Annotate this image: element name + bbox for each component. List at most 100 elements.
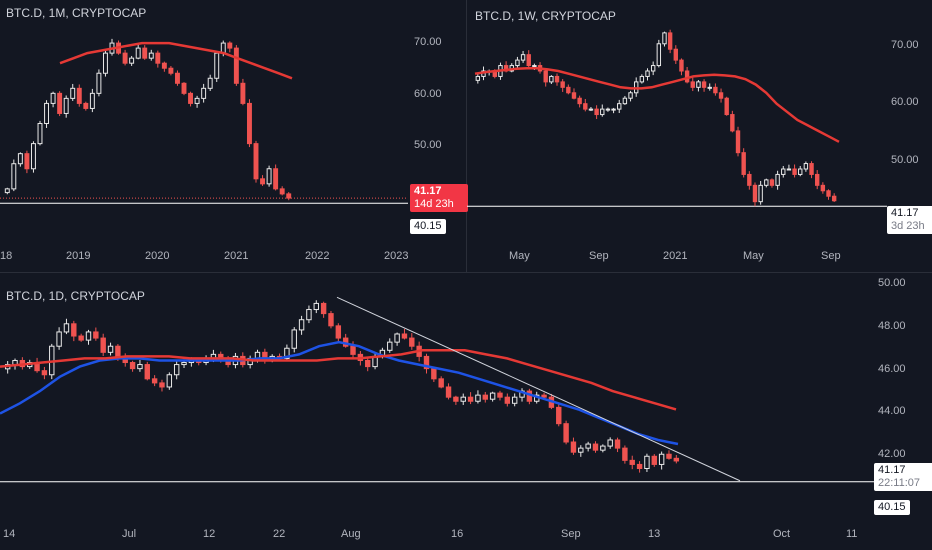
daily-y-label-42: 42.00 — [878, 448, 906, 460]
candle-down — [554, 75, 560, 83]
candle-up — [639, 75, 645, 83]
candle-down — [409, 337, 415, 347]
moving-average-red-line — [0, 349, 677, 411]
candle-down — [467, 396, 474, 402]
candle-up — [166, 374, 173, 388]
candle-up — [662, 32, 667, 45]
daily-y-label-44: 44.00 — [878, 405, 906, 417]
weekly-x-label-sep2: Sep — [821, 250, 841, 262]
panel-monthly[interactable]: BTC.D, 1M, CRYPTOCAP 70.00 60.00 50.00 4… — [0, 0, 468, 272]
daily-price-countdown: 22:11:07 — [878, 477, 921, 489]
candle-down — [41, 370, 48, 376]
candle-down — [526, 54, 531, 67]
monthly-price-countdown: 14d 23h — [414, 198, 454, 210]
candle-up — [520, 54, 526, 61]
candle-up — [611, 108, 616, 111]
candle-down — [560, 81, 565, 88]
candle-up — [214, 52, 220, 79]
weekly-chart-title: BTC.D, 1W, CRYPTOCAP — [475, 9, 616, 23]
daily-x-label-jul: Jul — [122, 528, 137, 540]
daily-chart-canvas[interactable] — [0, 273, 932, 550]
candle-down — [724, 97, 729, 116]
candle-up — [394, 333, 400, 343]
daily-level-tag: 40.15 — [874, 500, 910, 515]
candle-down — [260, 178, 266, 185]
candle-down — [188, 92, 194, 104]
candle-down — [144, 364, 150, 380]
weekly-x-label-may2: May — [743, 250, 764, 262]
weekly-price-value: 41.17 — [891, 207, 919, 219]
weekly-chart-canvas[interactable] — [467, 0, 932, 272]
candle-up — [656, 43, 662, 67]
candle-down — [622, 447, 628, 461]
candle-down — [504, 396, 511, 404]
candle-down — [438, 378, 444, 388]
candle-up — [313, 302, 319, 311]
candle-up — [298, 319, 305, 331]
daily-price-value: 41.17 — [878, 464, 906, 476]
candle-up — [600, 108, 605, 116]
candle-down — [142, 47, 148, 59]
candle-down — [253, 143, 259, 180]
panel-daily[interactable]: BTC.D, 1D, CRYPTOCAP 50.00 48.00 46.00 4… — [0, 273, 932, 550]
monthly-y-label-60: 60.00 — [414, 88, 442, 100]
moving-average-line — [59, 41, 293, 80]
daily-chart-title: BTC.D, 1D, CRYPTOCAP — [6, 289, 145, 303]
candle-up — [628, 92, 633, 99]
candle-down — [161, 62, 167, 69]
candle-up — [605, 108, 611, 111]
candle-down — [83, 102, 89, 109]
candle-down — [673, 48, 678, 61]
daily-x-label-12: 12 — [203, 528, 216, 540]
candle-down — [320, 302, 327, 315]
candle-up — [85, 331, 92, 341]
candle-down — [577, 97, 582, 105]
daily-price-tag: 41.17 22:11:07 — [874, 463, 932, 491]
candle-down — [57, 92, 63, 114]
candle-down — [673, 457, 680, 462]
descending-trendline — [336, 296, 741, 482]
candle-up — [194, 97, 200, 104]
candle-up — [617, 103, 622, 110]
candle-up — [291, 329, 297, 349]
candle-down — [335, 325, 342, 339]
candle-up — [696, 81, 701, 88]
candle-up — [387, 341, 393, 351]
candle-down — [679, 59, 684, 72]
candle-up — [181, 362, 187, 366]
candle-down — [24, 153, 30, 170]
candle-down — [431, 368, 437, 380]
candle-up — [707, 86, 712, 89]
candle-down — [181, 82, 187, 94]
candle-down — [273, 168, 279, 190]
weekly-y-label-60: 60.00 — [891, 96, 919, 108]
moving-average-blue-line — [0, 340, 679, 446]
candle-up — [658, 453, 665, 465]
candle-up — [645, 70, 650, 77]
candle-down — [563, 423, 569, 443]
monthly-level-tag: 40.15 — [410, 219, 446, 234]
monthly-chart-title: BTC.D, 1M, CRYPTOCAP — [6, 6, 147, 20]
candle-up — [148, 52, 154, 59]
candle-down — [423, 355, 430, 370]
candle-down — [741, 152, 746, 175]
candle-down — [100, 337, 106, 353]
candle-up — [89, 92, 95, 109]
candle-down — [286, 193, 292, 199]
candle-down — [168, 67, 174, 74]
candle-up — [284, 347, 290, 359]
candle-up — [475, 394, 481, 402]
daily-x-label-sep: Sep — [561, 528, 581, 540]
candle-down — [583, 103, 588, 110]
candle-up — [600, 445, 606, 451]
candle-up — [11, 163, 17, 190]
monthly-chart-canvas[interactable] — [0, 0, 466, 272]
daily-x-label-aug: Aug — [341, 528, 361, 540]
candle-up — [475, 75, 481, 81]
candle-up — [102, 52, 108, 74]
candle-down — [571, 92, 577, 99]
candle-down — [636, 463, 643, 470]
panel-weekly[interactable]: BTC.D, 1W, CRYPTOCAP 70.00 60.00 50.00 4… — [467, 0, 932, 272]
candle-up — [4, 188, 10, 194]
monthly-x-label-2022: 2022 — [305, 250, 330, 262]
